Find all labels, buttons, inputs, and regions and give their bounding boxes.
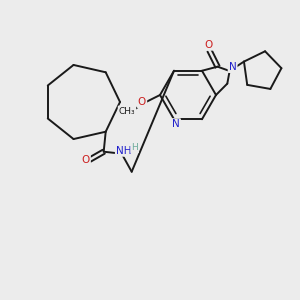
Text: N: N <box>172 119 180 129</box>
Text: CH₃: CH₃ <box>119 106 135 116</box>
Text: H: H <box>131 143 138 152</box>
Text: O: O <box>204 40 213 50</box>
Text: NH: NH <box>116 146 131 156</box>
Text: N: N <box>229 62 236 72</box>
Text: O: O <box>138 97 146 107</box>
Text: O: O <box>82 155 90 165</box>
